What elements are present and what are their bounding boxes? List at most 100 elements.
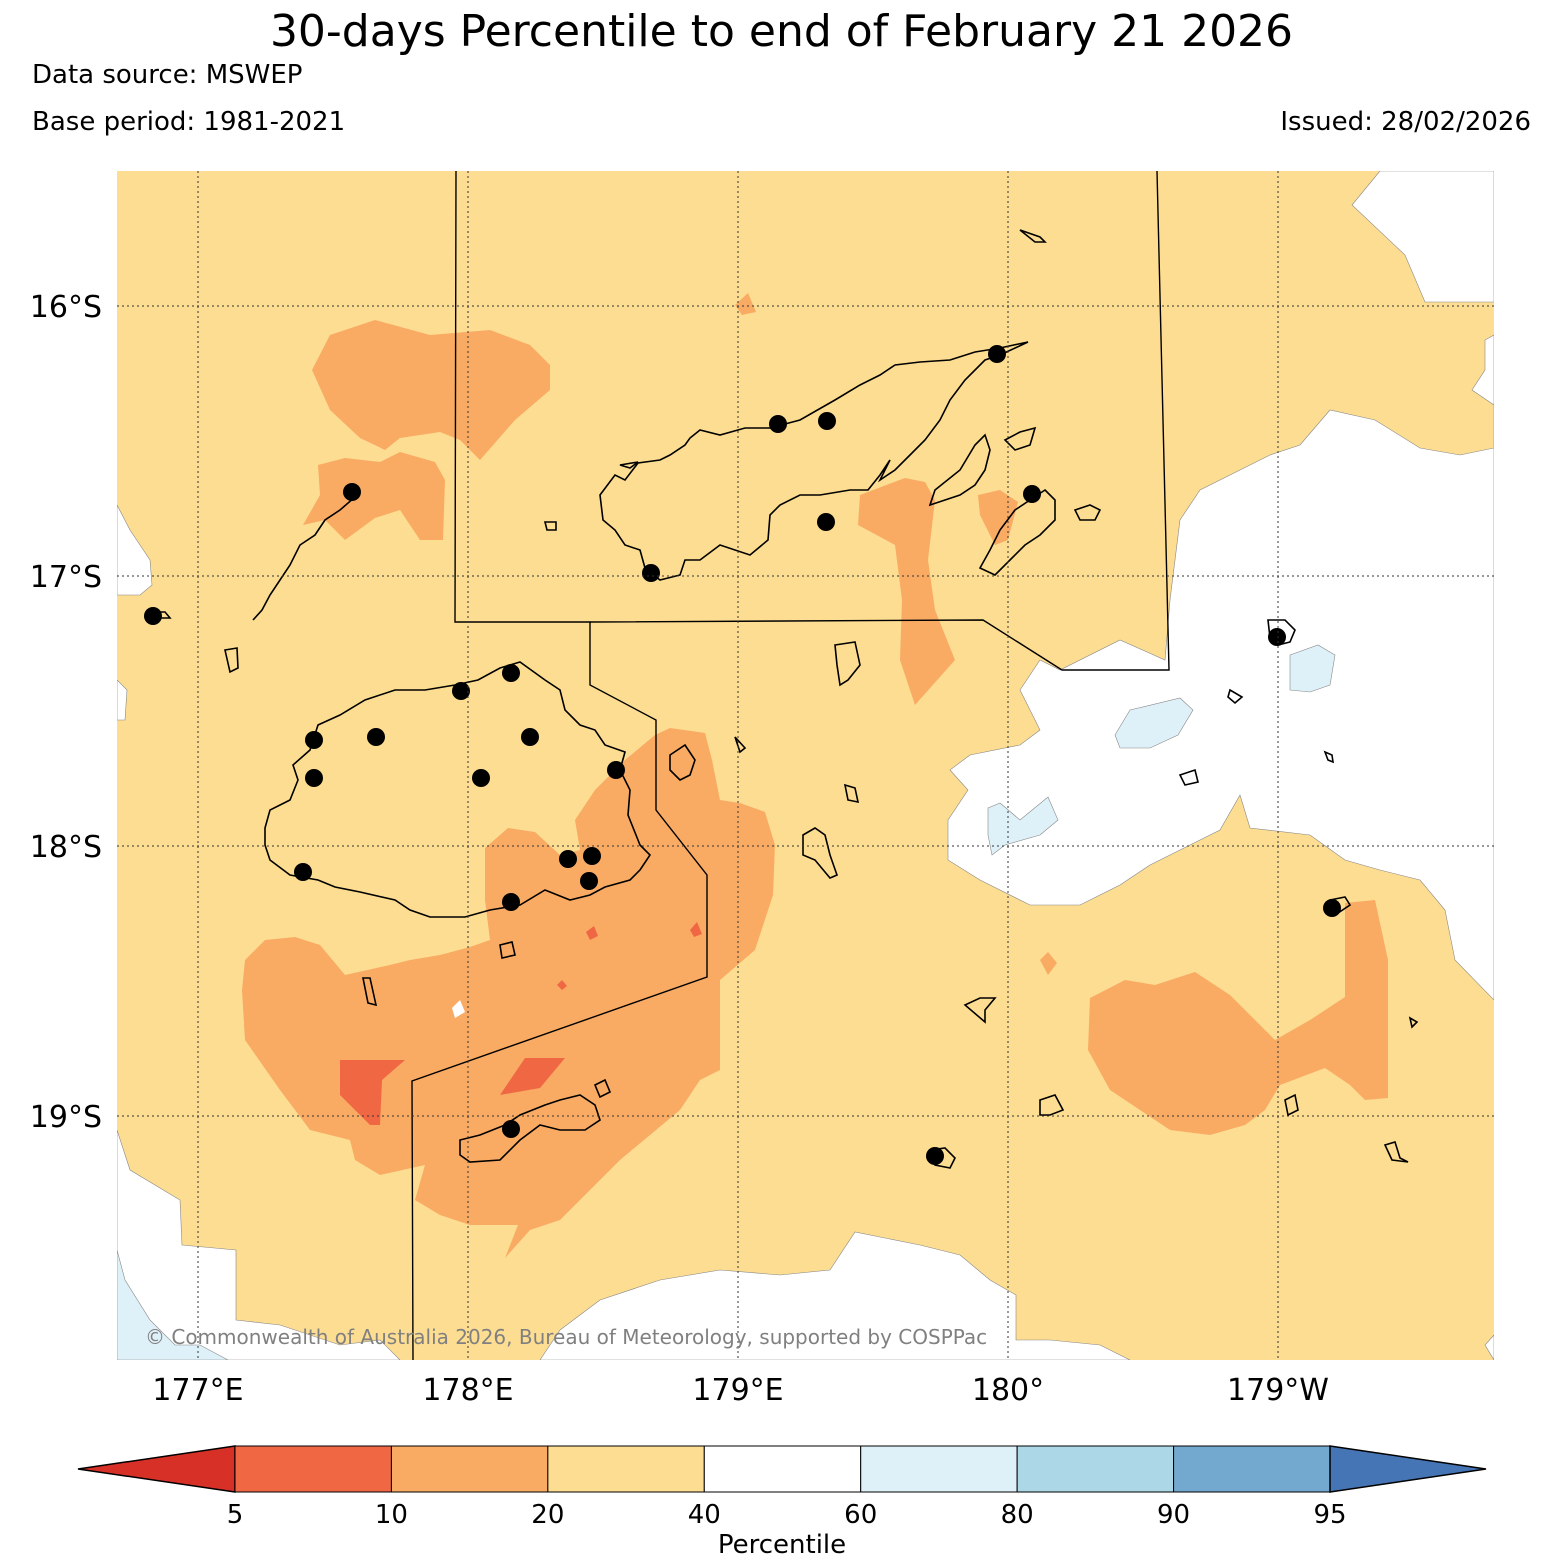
copyright-text: © Commonwealth of Australia 2026, Bureau…	[145, 1325, 987, 1349]
colorbar-segment	[547, 1445, 705, 1493]
station-marker	[1323, 899, 1341, 917]
islet-5	[1178, 768, 1199, 786]
islet-6	[963, 997, 997, 1024]
islet-1	[928, 433, 991, 507]
lon-label-179w: 179°W	[1227, 1373, 1329, 1408]
station-marker	[305, 769, 323, 787]
zone-boundaries	[411, 171, 1170, 1360]
yasawa-chain	[252, 496, 356, 621]
station-marker	[1023, 485, 1041, 503]
lat-label-19s: 19°S	[30, 1100, 102, 1135]
field-5-10-c	[586, 926, 598, 940]
kadavu-coast	[459, 1094, 601, 1163]
islet-22	[843, 783, 860, 804]
islet-3	[802, 827, 839, 879]
field-10-20-dot	[1040, 952, 1057, 975]
chart-title: 30-days Percentile to end of February 21…	[269, 6, 1294, 57]
colorbar: 5 10 20 40 60 80 90 95	[77, 1445, 1487, 1530]
field-10-20-northwest	[303, 452, 445, 540]
islet-2	[834, 641, 861, 687]
colorbar-segment	[703, 1445, 862, 1493]
station-marker	[607, 761, 625, 779]
field-40-60-southwest	[117, 504, 153, 596]
islet-23	[734, 736, 747, 754]
field-10-20-north	[312, 320, 550, 460]
field-60-80-b	[987, 796, 1059, 856]
lon-label-179e: 179°E	[692, 1373, 783, 1408]
field-40-60-southeast-corner	[1484, 1334, 1494, 1360]
field-5-10-b	[500, 1058, 565, 1095]
islet-4	[669, 743, 696, 781]
stations	[144, 345, 1341, 1165]
colorbar-segment	[234, 1445, 392, 1493]
colorbar-tick-label: 5	[227, 1500, 244, 1530]
field-10-20-dot2	[452, 1000, 465, 1018]
station-marker	[472, 769, 490, 787]
station-marker	[502, 1120, 520, 1138]
lat-label-18s: 18°S	[30, 830, 102, 865]
field-60-80-sw	[117, 1249, 229, 1360]
islet-24	[1323, 750, 1334, 764]
station-marker	[343, 483, 361, 501]
islet-16	[224, 647, 239, 674]
lat-label-16s: 16°S	[30, 290, 102, 325]
islet-7	[1039, 1094, 1065, 1116]
field-40-60-west	[117, 679, 128, 721]
field-10-20-southeast	[1088, 900, 1388, 1135]
station-marker	[926, 1147, 944, 1165]
station-marker	[988, 345, 1006, 363]
colorbar-tick-label: 60	[844, 1500, 877, 1530]
field-10-20-central	[858, 478, 955, 705]
station-marker	[305, 731, 323, 749]
colorbar-segment	[1173, 1445, 1331, 1493]
lon-label-178e: 178°E	[422, 1373, 513, 1408]
taveuni-coast	[978, 488, 1056, 576]
station-marker	[452, 682, 470, 700]
colorbar-tick-label: 80	[1001, 1500, 1034, 1530]
field-5-10-e	[557, 980, 567, 990]
colorbar-segment	[1016, 1445, 1175, 1493]
islet-19	[362, 977, 378, 1007]
colorbar-tick-label: 20	[531, 1500, 564, 1530]
islet-18	[499, 941, 516, 959]
islet-8	[1284, 1093, 1299, 1117]
station-marker	[583, 847, 601, 865]
station-marker	[642, 564, 660, 582]
colorbar-tick-label: 40	[688, 1500, 721, 1530]
colorbar-extend-low	[77, 1445, 236, 1493]
station-marker	[1268, 628, 1286, 646]
islet-25	[1408, 1016, 1419, 1029]
colorbar-segment	[860, 1445, 1018, 1493]
station-marker	[521, 728, 539, 746]
field-40-60-south	[117, 1129, 401, 1360]
data-source: Data source: MSWEP	[32, 60, 303, 90]
field-60-80-a	[1114, 697, 1194, 749]
colorbar-tick-label: 90	[1157, 1500, 1190, 1530]
lon-label-177e: 177°E	[152, 1373, 243, 1408]
colorbar-label: Percentile	[718, 1530, 846, 1560]
colorbar-tick-label: 95	[1313, 1500, 1346, 1530]
field-10-20-small	[735, 293, 756, 315]
station-marker	[502, 893, 520, 911]
coastlines	[149, 229, 1419, 1169]
station-marker	[144, 607, 162, 625]
station-marker	[769, 415, 787, 433]
field-40-60-northwest	[1351, 171, 1494, 303]
station-marker	[367, 728, 385, 746]
vanua-levu-coast	[599, 341, 1029, 581]
colorbar-tick-label: 10	[375, 1500, 408, 1530]
field-5-10-a	[340, 1060, 405, 1125]
colorbar-segment	[390, 1445, 549, 1493]
station-marker	[818, 412, 836, 430]
field-40-60-east	[947, 334, 1494, 1001]
issued-date: Issued: 28/02/2026	[1280, 107, 1531, 137]
field-10-20-main	[242, 728, 775, 1258]
field-5-10-d	[690, 922, 702, 937]
gridlines	[117, 171, 1494, 1360]
station-marker	[580, 872, 598, 890]
field-40-60-south-east	[539, 1231, 1131, 1360]
islet-26	[543, 521, 557, 531]
base-period: Base period: 1981-2021	[32, 107, 346, 137]
viti-levu-coast	[264, 661, 652, 918]
